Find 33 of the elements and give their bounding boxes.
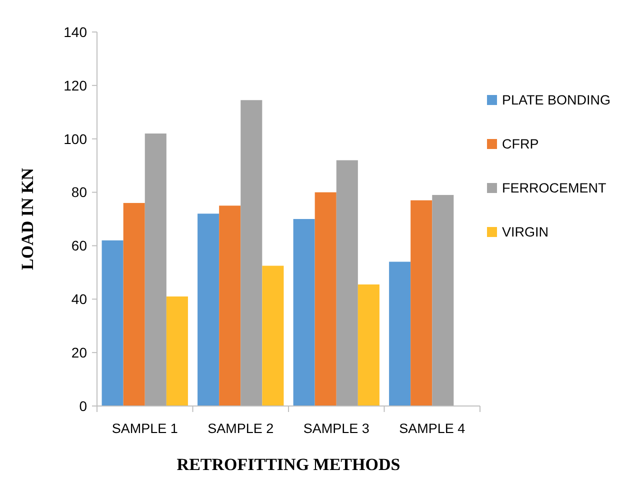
x-tick-label: SAMPLE 2 (208, 421, 274, 436)
bar (314, 192, 336, 406)
bar (166, 296, 188, 406)
bar (389, 262, 411, 406)
x-tick-label: SAMPLE 4 (399, 421, 466, 436)
bar (410, 200, 432, 406)
bar (262, 266, 284, 406)
y-tick-label: 80 (71, 184, 88, 200)
y-tick-label: 20 (71, 344, 88, 360)
bar (240, 100, 262, 406)
bar (102, 240, 124, 406)
bar (144, 134, 166, 406)
y-tick-label: 140 (64, 24, 88, 40)
y-tick-label: 40 (71, 291, 88, 308)
legend-label: CFRP (502, 136, 539, 152)
y-tick-label: 60 (71, 238, 88, 254)
bar (358, 284, 380, 406)
legend-label: FERROCEMENT (502, 180, 606, 196)
x-axis-title: RETROFITTING METHODS (176, 455, 400, 474)
bar (219, 206, 241, 406)
y-axis-title: LOAD IN KN (18, 167, 37, 270)
legend-label: PLATE BONDING (502, 92, 611, 108)
bar (336, 160, 358, 406)
y-tick-label: 0 (79, 398, 88, 414)
y-tick-label: 120 (64, 77, 88, 94)
bar (198, 214, 220, 406)
y-tick-label: 100 (64, 130, 88, 147)
x-tick-label: SAMPLE 1 (112, 421, 178, 436)
legend-label: VIRGIN (502, 224, 549, 240)
x-tick-label: SAMPLE 3 (303, 421, 370, 436)
bar (293, 219, 315, 406)
bar (123, 202, 145, 406)
bar (432, 194, 454, 406)
